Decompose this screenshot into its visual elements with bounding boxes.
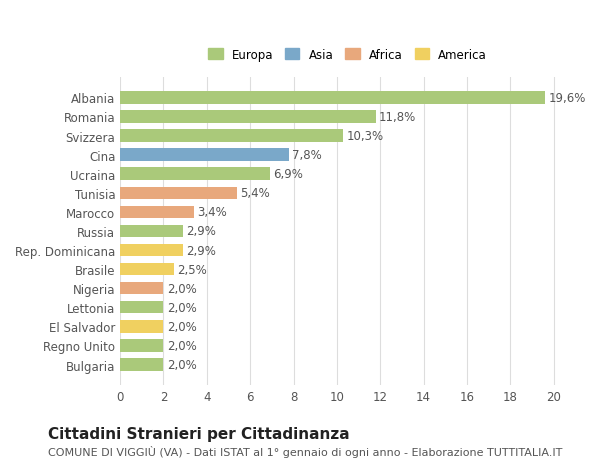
Bar xyxy=(120,187,237,200)
Bar xyxy=(120,302,163,314)
Text: 2,0%: 2,0% xyxy=(167,339,196,352)
Bar xyxy=(120,358,163,371)
Text: 2,0%: 2,0% xyxy=(167,320,196,333)
Bar xyxy=(120,206,194,218)
Legend: Europa, Asia, Africa, America: Europa, Asia, Africa, America xyxy=(203,44,492,67)
Text: 2,9%: 2,9% xyxy=(186,225,216,238)
Bar xyxy=(120,282,163,295)
Text: 2,0%: 2,0% xyxy=(167,301,196,314)
Bar xyxy=(120,130,343,142)
Bar xyxy=(120,149,289,162)
Text: Cittadini Stranieri per Cittadinanza: Cittadini Stranieri per Cittadinanza xyxy=(48,425,350,441)
Text: 2,9%: 2,9% xyxy=(186,244,216,257)
Text: COMUNE DI VIGGIÙ (VA) - Dati ISTAT al 1° gennaio di ogni anno - Elaborazione TUT: COMUNE DI VIGGIÙ (VA) - Dati ISTAT al 1°… xyxy=(48,445,562,457)
Text: 6,9%: 6,9% xyxy=(273,168,303,181)
Bar xyxy=(120,111,376,123)
Bar xyxy=(120,340,163,352)
Text: 2,0%: 2,0% xyxy=(167,282,196,295)
Bar xyxy=(120,92,545,104)
Bar xyxy=(120,320,163,333)
Text: 11,8%: 11,8% xyxy=(379,111,416,123)
Bar xyxy=(120,244,183,257)
Text: 3,4%: 3,4% xyxy=(197,206,227,219)
Text: 2,0%: 2,0% xyxy=(167,358,196,371)
Text: 2,5%: 2,5% xyxy=(178,263,208,276)
Text: 5,4%: 5,4% xyxy=(241,187,270,200)
Bar xyxy=(120,168,269,180)
Text: 7,8%: 7,8% xyxy=(292,149,322,162)
Bar xyxy=(120,263,175,276)
Text: 10,3%: 10,3% xyxy=(347,130,384,143)
Text: 19,6%: 19,6% xyxy=(548,92,586,105)
Bar xyxy=(120,225,183,238)
